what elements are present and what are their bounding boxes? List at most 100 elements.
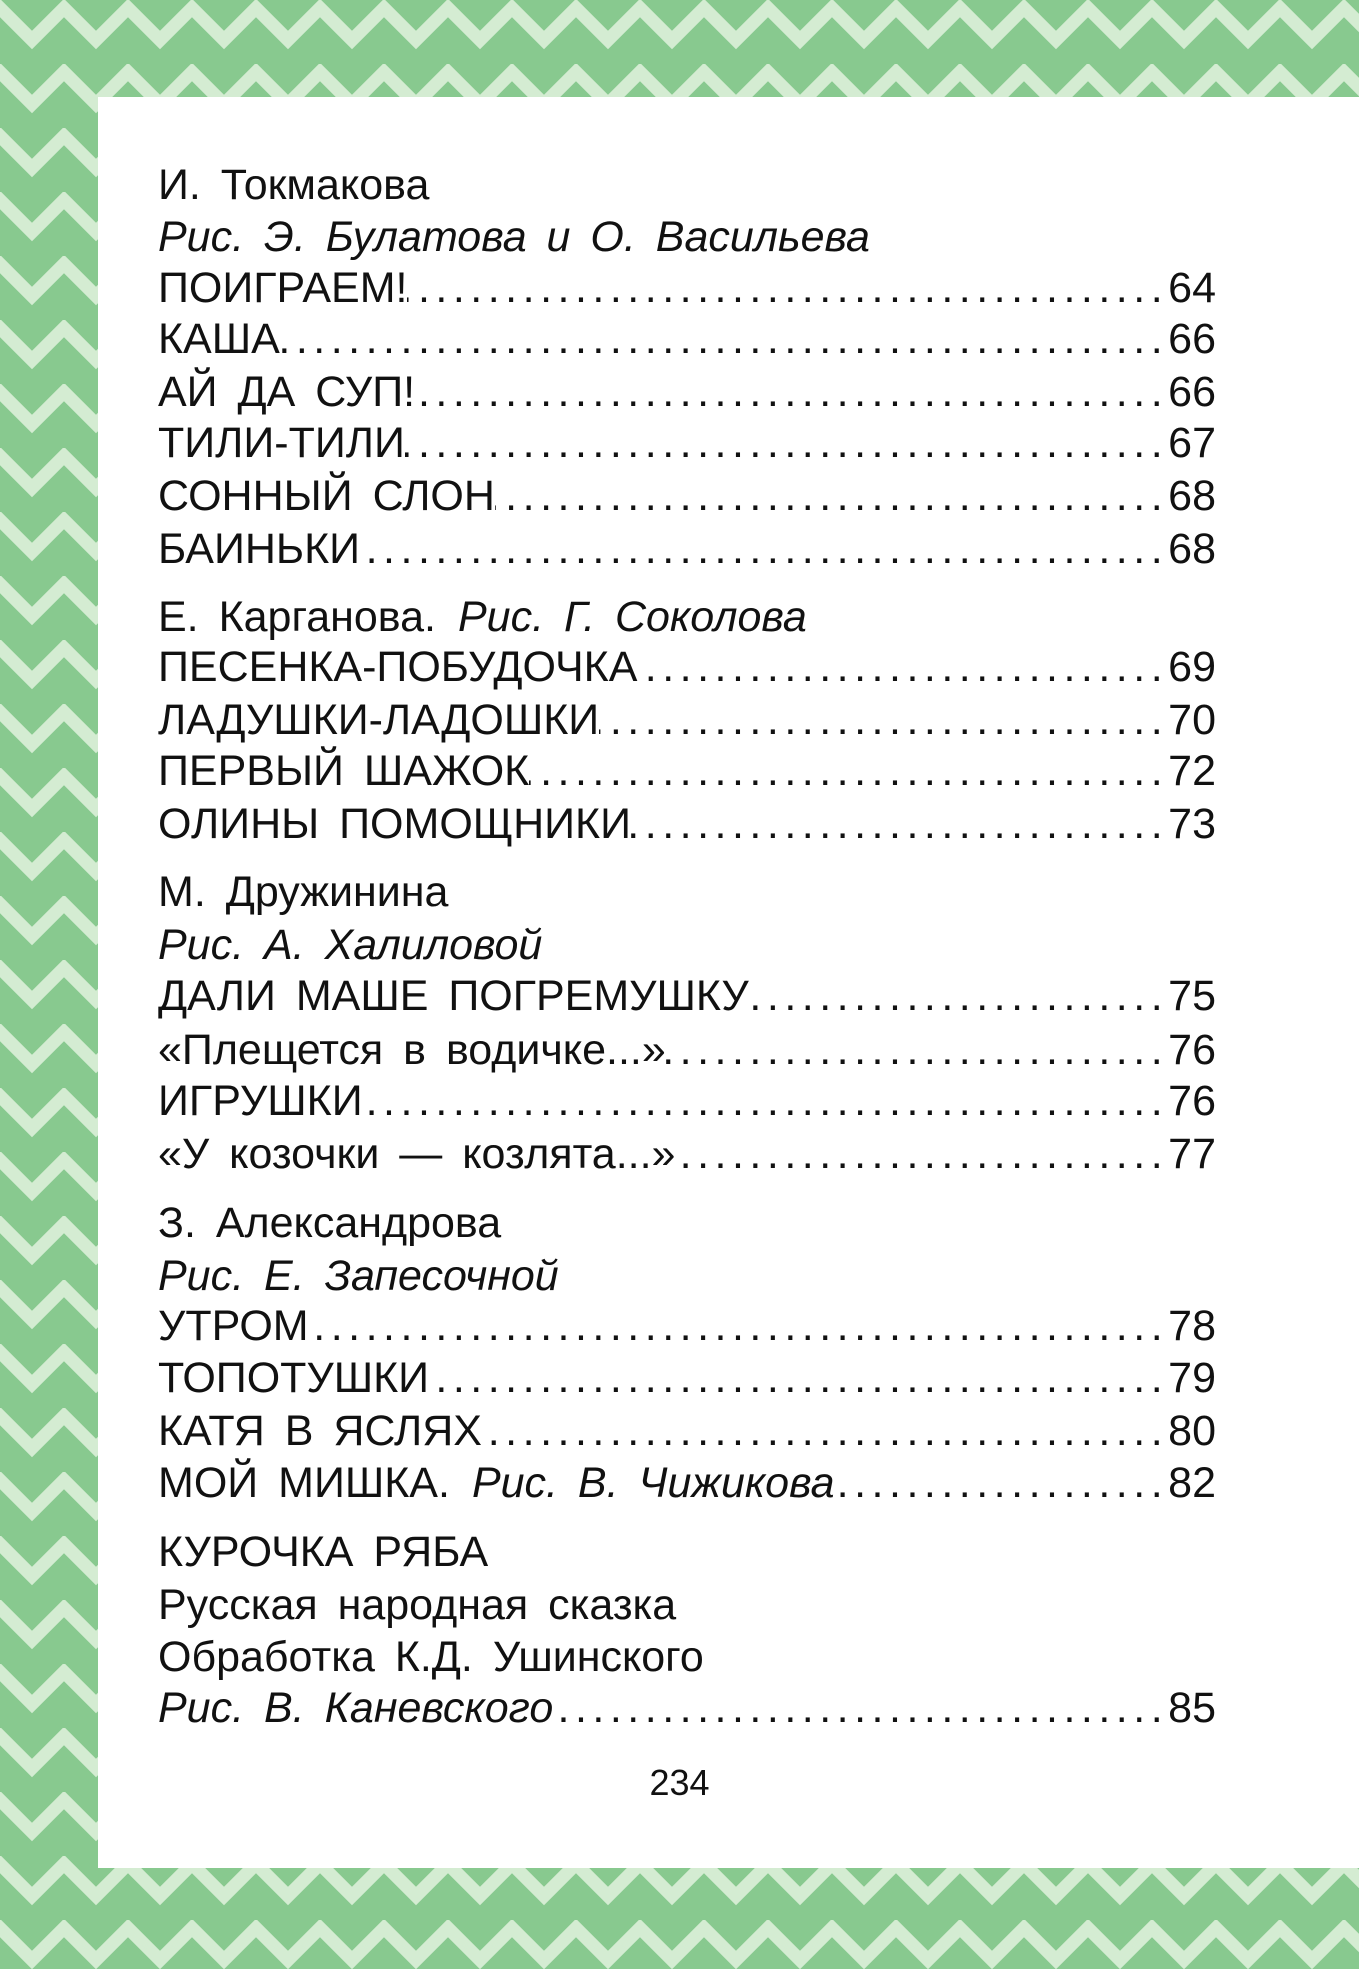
entry-title: Рис. Э. Булатова и О. Васильева [158,213,870,261]
entry-title: «У козочки — козлята...» [158,1130,676,1178]
dot-leader: ........................................… [599,696,1169,744]
entry-title: Рис. В. Каневского [158,1684,554,1732]
entry-page: 66 [1168,315,1216,363]
entry-title: КАША [158,315,280,363]
dot-leader: ........................................… [529,747,1169,795]
toc-entry: «У козочки — козлята...»................… [158,1128,1216,1180]
entry-page: 68 [1168,525,1216,573]
entry-page: 66 [1168,368,1216,416]
entry-title: Рис. Е. Запесочной [158,1252,559,1300]
entry-page: 76 [1168,1026,1216,1074]
page-number: 234 [649,1762,710,1803]
dot-leader: ........................................… [675,1130,1169,1178]
toc-entry: СОННЫЙ СЛОН.............................… [158,470,1216,522]
entry-title: ТОПОТУШКИ [158,1354,430,1402]
entry-page: 70 [1168,696,1216,744]
toc-entry: БАИНЬКИ.................................… [158,523,1216,575]
toc-note: Обработка К.Д. Ушинского [158,1631,1216,1683]
entry-page: 82 [1168,1459,1216,1507]
toc-entry: КАША....................................… [158,313,1216,365]
toc-entry: «Плещется в водичке...».................… [158,1024,1216,1076]
toc-entry: АЙ ДА СУП!..............................… [158,366,1216,418]
toc-author: З. Александрова [158,1197,1216,1249]
toc-entry: ПЕРВЫЙ ШАЖОК............................… [158,745,1216,797]
entry-title: Е. Карганова. [158,593,436,641]
entry-illustrator: Рис. В. Чижикова [471,1459,835,1507]
entry-title: МОЙ МИШКА. [158,1459,450,1507]
entry-title: ИГРУШКИ [158,1077,363,1125]
entry-title: БАИНЬКИ [158,525,361,573]
toc-author: И. Токмакова [158,159,1216,211]
toc-entry: КАТЯ В ЯСЛЯХ............................… [158,1405,1216,1457]
toc-illustrator: Рис. Э. Булатова и О. Васильева [158,211,1216,263]
toc-entry: ЛАДУШКИ-ЛАДОШКИ.........................… [158,694,1216,746]
entry-title: ПЕСЕНКА-ПОБУДОЧКА [158,643,638,691]
entry-page: 72 [1168,747,1216,795]
dot-leader: ........................................… [279,315,1169,363]
content-page [98,97,1359,1868]
toc-entry: ДАЛИ МАШЕ ПОГРЕМУШКУ....................… [158,970,1216,1022]
entry-page: 78 [1168,1302,1216,1350]
toc-entry: МОЙ МИШКА. Рис. В. Чижикова..............… [158,1457,1216,1509]
dot-leader: ........................................… [666,1026,1169,1074]
entry-title: «Плещется в водичке...» [158,1026,666,1074]
entry-title: ПЕРВЫЙ ШАЖОК [158,747,530,795]
entry-title: М. Дружинина [158,868,449,916]
entry-title: ТИЛИ-ТИЛИ [158,419,405,467]
entry-page: 68 [1168,472,1216,520]
entry-title: КУРОЧКА РЯБА [158,1528,489,1576]
dot-leader: ........................................… [415,368,1169,416]
dot-leader: ........................................… [495,472,1169,520]
toc-author: М. Дружинина [158,866,1216,918]
entry-page: 77 [1168,1130,1216,1178]
entry-title: Обработка К.Д. Ушинского [158,1633,704,1681]
dot-leader: ........................................… [835,1459,1169,1507]
entry-page: 64 [1168,264,1216,312]
dot-leader: ........................................… [405,419,1169,467]
dot-leader: ........................................… [429,1354,1169,1402]
entry-title: СОННЫЙ СЛОН [158,472,495,520]
dot-leader: ........................................… [637,643,1169,691]
entry-title: ОЛИНЫ ПОМОЩНИКИ [158,800,632,848]
dot-leader: ........................................… [362,1077,1169,1125]
toc-author: Е. Карганова. Рис. Г. Соколова [158,591,1216,643]
toc-entry: ПОИГРАЕМ!...............................… [158,262,1216,314]
entry-title: АЙ ДА СУП! [158,368,416,416]
toc-illustrator: Рис. Е. Запесочной [158,1250,1216,1302]
entry-page: 67 [1168,419,1216,467]
entry-page: 79 [1168,1354,1216,1402]
entry-page: 76 [1168,1077,1216,1125]
entry-illustrator: Рис. Г. Соколова [458,593,807,641]
entry-title: КАТЯ В ЯСЛЯХ [158,1407,482,1455]
toc-entry: УТРОМ...................................… [158,1300,1216,1352]
toc-entry: Рис. В. Каневского......................… [158,1682,1216,1734]
toc-entry: ПЕСЕНКА-ПОБУДОЧКА.......................… [158,641,1216,693]
dot-leader: ........................................… [407,264,1169,312]
entry-page: 75 [1168,972,1216,1020]
entry-page: 73 [1168,800,1216,848]
toc-entry: ТИЛИ-ТИЛИ...............................… [158,417,1216,469]
toc-title: КУРОЧКА РЯБА [158,1526,1216,1578]
dot-leader: ........................................… [482,1407,1169,1455]
entry-title: ДАЛИ МАШЕ ПОГРЕМУШКУ [158,972,749,1020]
toc-entry: ТОПОТУШКИ...............................… [158,1352,1216,1404]
entry-title: И. Токмакова [158,161,430,209]
entry-title: ЛАДУШКИ-ЛАДОШКИ [158,696,600,744]
dot-leader: ........................................… [748,972,1169,1020]
entry-page: 85 [1168,1684,1216,1732]
dot-leader: ........................................… [553,1684,1169,1732]
toc-entry: ИГРУШКИ.................................… [158,1075,1216,1127]
toc-entry: ОЛИНЫ ПОМОЩНИКИ.........................… [158,798,1216,850]
dot-leader: ........................................… [360,525,1169,573]
entry-title: З. Александрова [158,1199,502,1247]
entry-title: Русская народная сказка [158,1581,677,1629]
toc-note: Русская народная сказка [158,1579,1216,1631]
entry-title: УТРОМ [158,1302,309,1350]
dot-leader: ........................................… [308,1302,1169,1350]
entry-page: 80 [1168,1407,1216,1455]
entry-page: 69 [1168,643,1216,691]
dot-leader: ........................................… [631,800,1169,848]
entry-title: ПОИГРАЕМ! [158,264,408,312]
entry-title: Рис. А. Халиловой [158,921,543,969]
toc-illustrator: Рис. А. Халиловой [158,919,1216,971]
